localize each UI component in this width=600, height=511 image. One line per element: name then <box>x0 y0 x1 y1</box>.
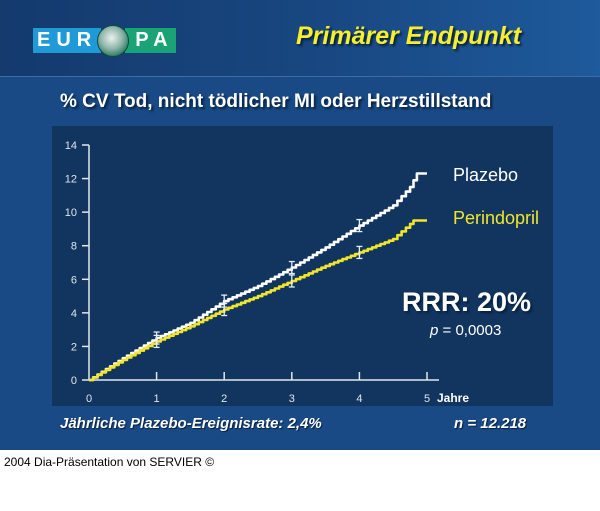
x-tick-label: 2 <box>221 393 227 405</box>
x-tick-label: 5 <box>424 393 430 405</box>
event-rate-note: Jährliche Plazebo-Ereignisrate: 2,4% <box>60 415 322 432</box>
slide: EUR PA Primärer Endpunkt % CV Tod, nicht… <box>0 0 600 450</box>
y-tick-label: 2 <box>71 341 77 353</box>
series-line-perindopril <box>89 219 427 382</box>
y-tick-label: 10 <box>65 207 77 219</box>
legend-label-perindopril: Perindopril <box>453 208 540 228</box>
y-tick-label: 4 <box>71 308 77 320</box>
globe-heart-icon <box>97 24 130 57</box>
y-tick-label: 14 <box>65 140 77 152</box>
p-value: = 0,0003 <box>438 322 502 339</box>
x-tick-label: 3 <box>289 393 295 405</box>
x-tick-label: 0 <box>86 393 92 405</box>
y-tick-label: 8 <box>71 241 77 253</box>
y-tick-label: 0 <box>71 375 77 387</box>
logo-text-right: PA <box>125 28 176 53</box>
y-tick-label: 12 <box>65 174 77 186</box>
x-tick-label: 4 <box>356 393 362 405</box>
slide-header: EUR PA Primärer Endpunkt <box>0 0 600 77</box>
p-symbol: p <box>430 322 439 339</box>
p-value-annotation: p = 0,0003 <box>430 322 501 339</box>
footer-copyright: 2004 Dia-Präsentation von SERVIER © <box>4 455 215 469</box>
sample-size-note: n = 12.218 <box>454 415 527 432</box>
logo-text-left: EUR <box>33 28 102 53</box>
europa-logo: EUR PA <box>33 24 176 57</box>
x-tick-label: 1 <box>154 393 160 405</box>
chart-title: % CV Tod, nicht tödlicher MI oder Herzst… <box>60 91 492 112</box>
slide-title: Primärer Endpunkt <box>296 22 522 50</box>
chart-panel: 0 2 4 6 8 10 12 14 0 1 2 3 4 5 Jahre <box>52 126 553 406</box>
series-line-plazebo <box>89 172 427 382</box>
y-tick-label: 6 <box>71 274 77 286</box>
rrr-annotation: RRR: 20% <box>402 287 532 317</box>
x-axis-label: Jahre <box>437 391 469 405</box>
legend-label-plazebo: Plazebo <box>453 165 519 185</box>
